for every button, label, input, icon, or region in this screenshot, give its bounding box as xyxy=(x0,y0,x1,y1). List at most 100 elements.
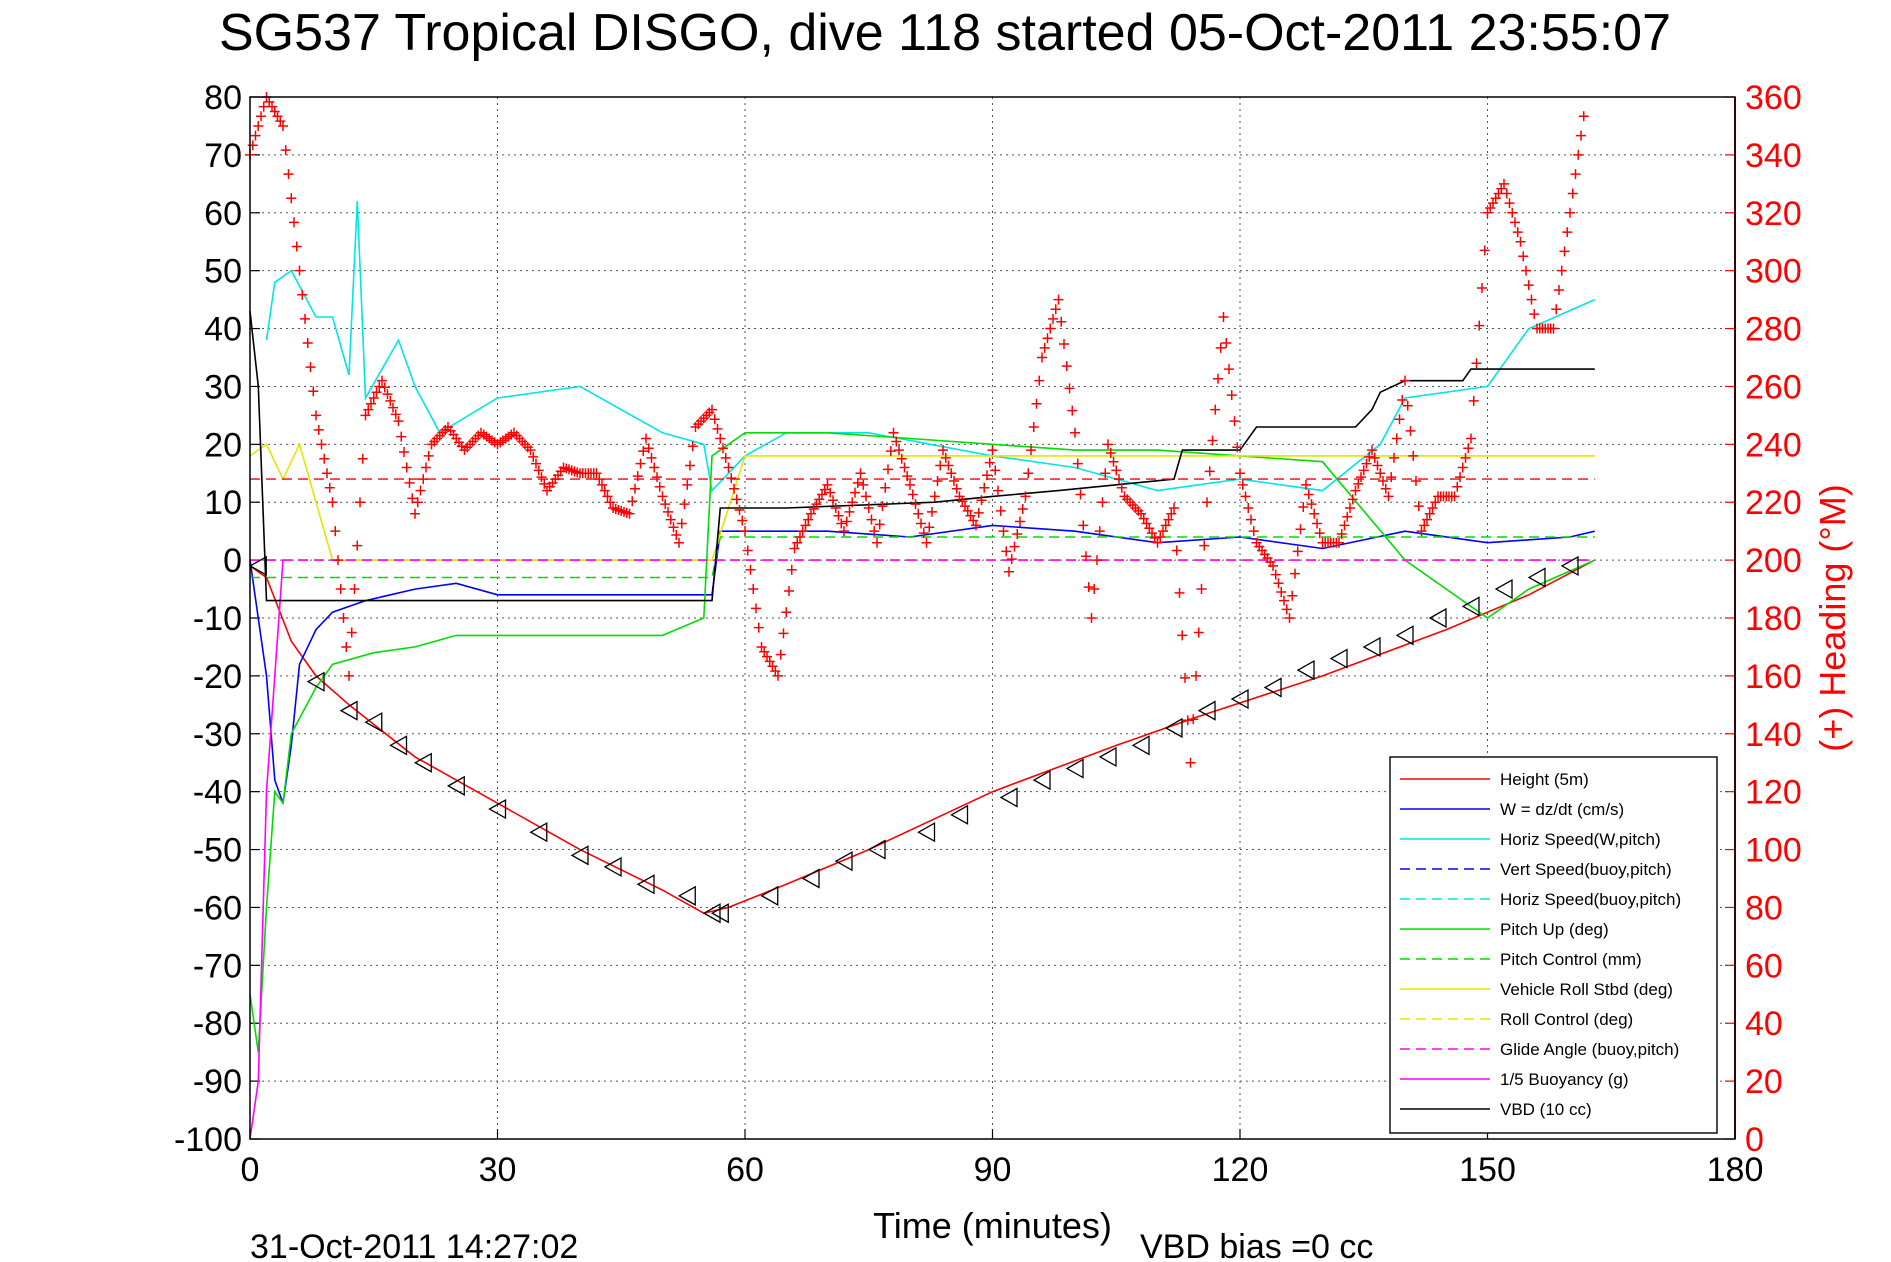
heading-point xyxy=(751,603,761,614)
heading-point xyxy=(888,427,899,438)
y2-tick-label: 300 xyxy=(1745,253,1802,291)
x-tick-label: 60 xyxy=(726,1151,764,1189)
y-tick-label: 10 xyxy=(204,484,242,522)
heading-point xyxy=(949,475,959,486)
heading-point xyxy=(745,564,756,575)
heading-point xyxy=(946,468,957,479)
heading-point xyxy=(341,641,352,652)
heading-point xyxy=(1160,520,1171,531)
heading-point xyxy=(905,479,915,490)
heading-point xyxy=(1468,395,1479,406)
dive-marker xyxy=(1461,596,1480,617)
heading-point xyxy=(1391,433,1402,444)
heading-point xyxy=(1268,560,1278,571)
heading-point xyxy=(1309,508,1320,519)
heading-point xyxy=(283,169,294,180)
heading-point xyxy=(1229,416,1240,427)
heading-point xyxy=(1070,427,1080,438)
heading-point xyxy=(1405,425,1416,436)
heading-point xyxy=(1292,546,1303,557)
heading-point xyxy=(1015,516,1025,527)
heading-point xyxy=(333,555,343,566)
heading-point xyxy=(1092,555,1102,566)
heading-point xyxy=(924,522,935,533)
heading-point xyxy=(1350,485,1361,496)
heading-point xyxy=(1235,468,1245,479)
y-tick-label: -60 xyxy=(193,889,242,927)
legend-label: Roll Control (deg) xyxy=(1500,1010,1633,1029)
legend-label: Horiz Speed(W,pitch) xyxy=(1500,830,1661,849)
dive-marker xyxy=(710,903,729,924)
heading-point xyxy=(1048,313,1058,324)
heading-point xyxy=(844,506,855,517)
heading-point xyxy=(1413,501,1424,512)
heading-point xyxy=(668,522,679,533)
heading-point xyxy=(1424,508,1435,519)
heading-point xyxy=(591,468,602,479)
y2-tick-label: 140 xyxy=(1745,716,1802,754)
heading-point xyxy=(1548,323,1559,334)
heading-point xyxy=(803,514,814,525)
heading-point xyxy=(1504,198,1515,209)
heading-point xyxy=(319,453,330,464)
heading-point xyxy=(883,464,893,475)
heading-point xyxy=(412,497,423,508)
heading-point xyxy=(663,506,673,517)
heading-point xyxy=(1204,466,1215,477)
dive-marker xyxy=(1230,688,1249,710)
heading-point xyxy=(1039,342,1050,353)
legend-label: Height (5m) xyxy=(1500,770,1589,789)
y-tick-label: -20 xyxy=(193,658,242,696)
heading-point xyxy=(1397,394,1408,405)
heading-point xyxy=(1383,491,1394,502)
heading-point xyxy=(1276,586,1287,597)
dive-marker xyxy=(364,712,383,733)
heading-point xyxy=(990,465,1001,476)
heading-point xyxy=(377,375,387,386)
heading-point xyxy=(624,508,635,519)
heading-point xyxy=(1521,265,1531,276)
heading-point xyxy=(374,381,385,392)
heading-point xyxy=(1103,439,1113,450)
heading-point xyxy=(404,477,415,488)
heading-point xyxy=(822,479,833,490)
heading-point xyxy=(322,468,332,479)
y2-tick-label: 180 xyxy=(1745,600,1802,638)
heading-point xyxy=(1166,508,1177,519)
heading-point xyxy=(874,519,885,530)
heading-point xyxy=(528,451,539,462)
heading-point xyxy=(1202,497,1212,508)
heading-point xyxy=(1169,503,1179,514)
x-tick-label: 30 xyxy=(479,1151,517,1189)
heading-point xyxy=(371,387,382,398)
heading-point xyxy=(679,499,690,510)
y2-tick-label: 220 xyxy=(1745,484,1802,522)
heading-point xyxy=(674,537,684,548)
y-tick-label: -80 xyxy=(193,1005,242,1043)
heading-point xyxy=(1501,188,1512,199)
heading-point xyxy=(1306,499,1317,510)
heading-point xyxy=(1287,590,1298,601)
heading-point xyxy=(525,445,536,456)
heading-point xyxy=(993,485,1003,496)
heading-point xyxy=(1188,714,1199,725)
heading-point xyxy=(847,497,858,508)
heading-point xyxy=(1196,584,1207,595)
y-tick-label: 50 xyxy=(204,253,242,291)
heading-point xyxy=(385,395,396,406)
heading-point xyxy=(731,494,742,505)
heading-point xyxy=(1400,375,1410,386)
heading-point xyxy=(1004,566,1014,577)
heading-point xyxy=(253,120,264,131)
series-1-5-buoyancy-g xyxy=(249,560,284,1140)
heading-point xyxy=(778,628,789,639)
dive-marker xyxy=(1032,769,1051,791)
heading-point xyxy=(1028,421,1039,432)
heading-point xyxy=(410,508,420,519)
heading-point xyxy=(1457,462,1468,473)
dive-marker xyxy=(603,856,622,878)
heading-point xyxy=(1449,491,1460,502)
heading-point xyxy=(1072,458,1083,469)
legend-label: W = dz/dt (cm/s) xyxy=(1500,800,1624,819)
heading-point xyxy=(712,423,723,434)
